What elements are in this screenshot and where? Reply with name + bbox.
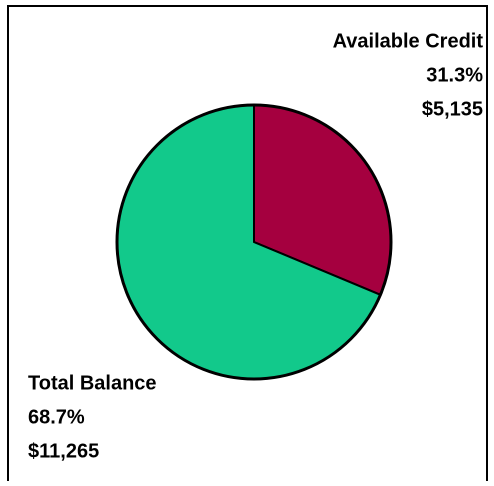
slice-percent: 68.7% [28,406,85,428]
slice-amount: $11,265 [28,440,99,462]
frame [7,5,488,481]
slice-label: Available Credit [333,30,484,52]
pie-outline [115,103,393,381]
slice-percent: 31.3% [426,64,483,86]
slice-amount: $5,135 [422,98,483,120]
slice-label: Total Balance [28,372,157,394]
